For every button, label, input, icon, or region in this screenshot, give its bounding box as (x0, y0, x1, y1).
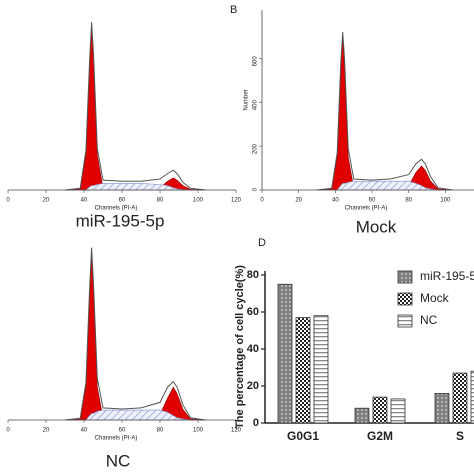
x-tick-label: 20 (43, 198, 50, 204)
x-tick-label: 40 (81, 198, 88, 204)
legend-label: NC (420, 313, 438, 327)
x-tick-label: 60 (119, 428, 126, 434)
x-tick-label: G0G1 (287, 429, 319, 443)
histogram-area (64, 25, 206, 191)
x-tick-label: 40 (81, 428, 88, 434)
x-tick-label: 80 (157, 428, 164, 434)
legend-label: miR-195-5p (420, 269, 474, 283)
y-tick-label: 0 (253, 187, 259, 191)
y-tick-label: 600 (253, 56, 259, 67)
legend-swatch (397, 314, 413, 328)
panel-letter: D (258, 237, 266, 249)
bar (470, 370, 474, 424)
x-tick-label: S (456, 429, 464, 443)
y-tick-label: 80 (247, 269, 259, 281)
y-tick-label: 20 (247, 380, 259, 392)
bar (452, 372, 468, 424)
legend-swatch (397, 292, 413, 306)
x-tick-label: 120 (231, 198, 242, 204)
x-tick-label: 40 (332, 198, 339, 204)
histogram-outline (64, 22, 206, 191)
histogram-area (316, 36, 453, 191)
x-tick-label: 20 (295, 198, 302, 204)
x-axis-label: Channels (PI-A) (95, 436, 138, 442)
y-tick-label: 0 (253, 417, 259, 429)
x-tick-label: 120 (231, 428, 242, 434)
x-tick-label: 0 (6, 428, 10, 434)
y-tick-label: 400 (253, 100, 259, 111)
histogram-outline (316, 31, 453, 191)
x-tick-label: 80 (157, 198, 164, 204)
bar (434, 392, 450, 424)
bar (372, 396, 388, 424)
x-tick-label: 100 (193, 198, 204, 204)
histogram-area (65, 409, 206, 421)
x-tick-label: 20 (43, 428, 50, 434)
y-tick-label: 40 (247, 343, 259, 355)
bar (313, 315, 329, 424)
x-axis-label: Channels (PI-A) (345, 206, 388, 212)
panel-caption: miR-195-5p (76, 211, 165, 230)
x-tick-label: 100 (193, 428, 204, 434)
panel-letter: B (230, 4, 237, 16)
x-tick-label: 0 (260, 198, 264, 204)
bar (295, 317, 311, 424)
bar (277, 283, 293, 424)
bar (354, 407, 370, 424)
panel-caption: NC (106, 451, 131, 470)
x-tick-label: 60 (119, 198, 126, 204)
histogram-area (64, 250, 206, 421)
y-axis-label: Number (244, 89, 250, 110)
legend-swatch (397, 270, 413, 284)
y-tick-label: 60 (247, 306, 259, 318)
legend-label: Mock (420, 291, 450, 305)
bar (390, 398, 406, 424)
y-tick-label: 200 (253, 143, 259, 154)
x-tick-label: 60 (369, 198, 376, 204)
x-tick-label: G2M (367, 429, 393, 443)
panel-caption: Mock (356, 217, 397, 236)
y-axis-label: The percentage of cell cycle(%) (234, 265, 246, 429)
x-axis-label: Channels (PI-A) (95, 206, 138, 212)
x-tick-label: 100 (440, 198, 451, 204)
histogram-outline (64, 247, 206, 421)
x-tick-label: 0 (6, 198, 10, 204)
x-tick-label: 80 (405, 198, 412, 204)
